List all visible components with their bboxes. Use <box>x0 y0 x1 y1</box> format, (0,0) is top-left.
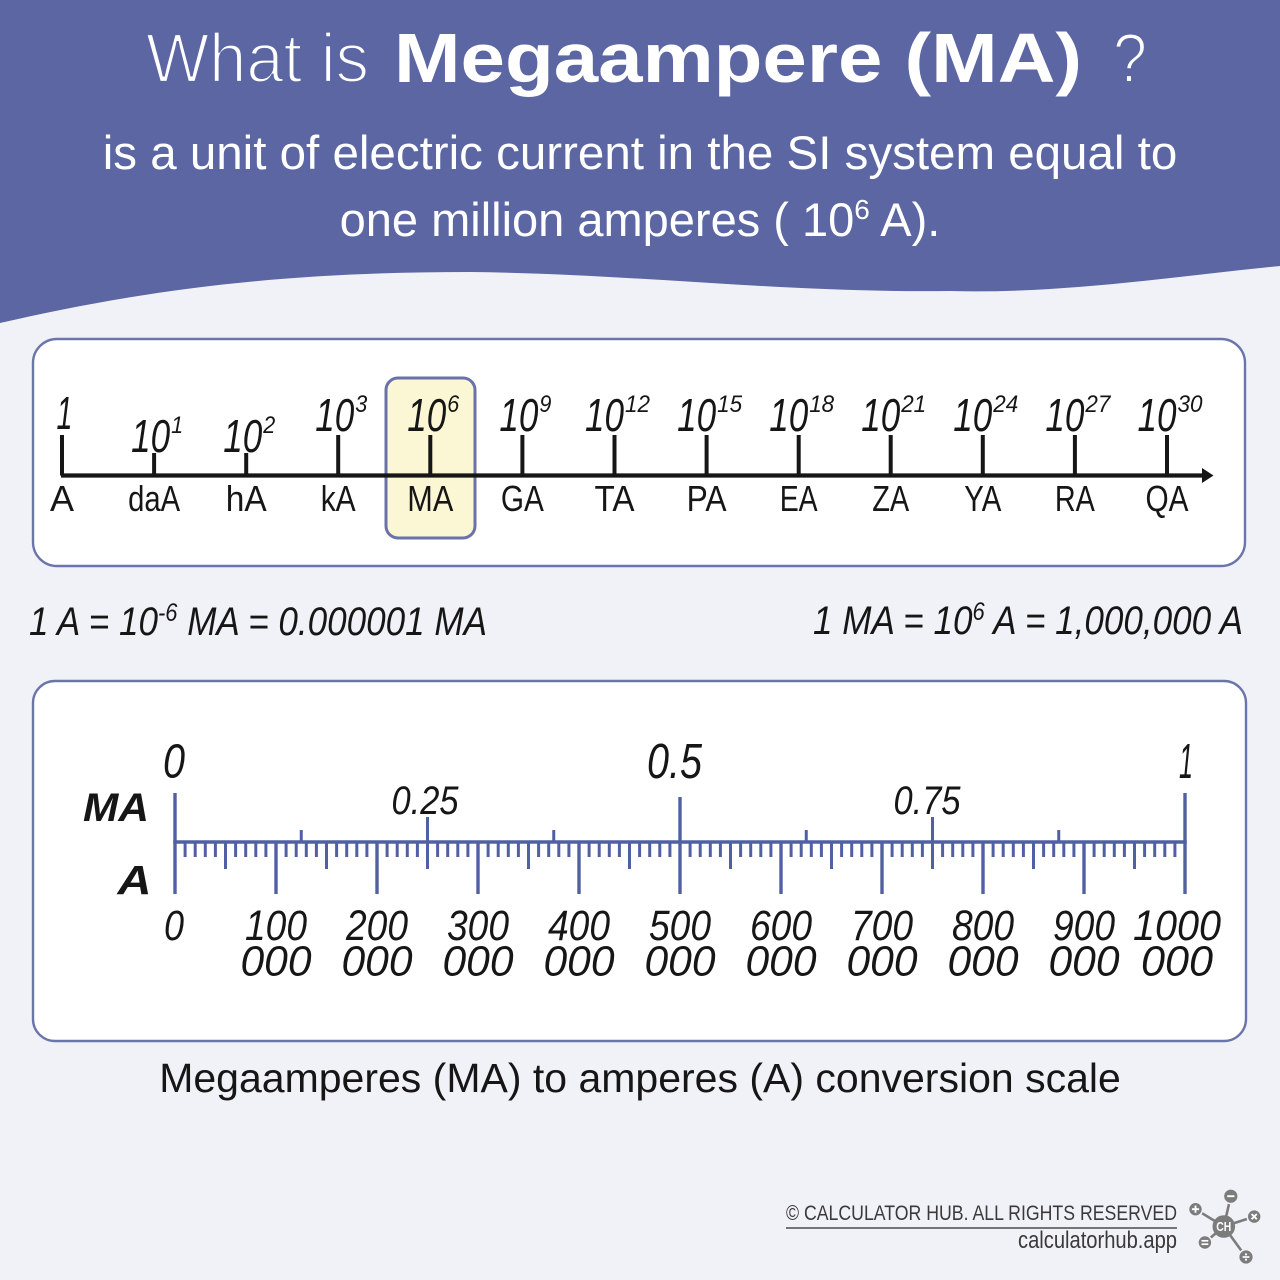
svg-text:one million amperes ( 106 A).: one million amperes ( 106 A). <box>340 193 941 246</box>
svg-text:27: 27 <box>1084 391 1111 418</box>
svg-text:Megaampere (MA): Megaampere (MA) <box>394 19 1082 97</box>
svg-text:400: 400 <box>548 902 610 950</box>
svg-text:0: 0 <box>164 902 184 950</box>
svg-text:RA: RA <box>1055 478 1095 519</box>
svg-text:1: 1 <box>1179 735 1193 789</box>
svg-text:PA: PA <box>687 478 727 519</box>
svg-text:© CALCULATOR HUB. ALL RIGHTS R: © CALCULATOR HUB. ALL RIGHTS RESERVED <box>786 1201 1177 1225</box>
svg-text:1000: 1000 <box>1133 902 1221 950</box>
svg-text:700: 700 <box>851 902 913 950</box>
svg-text:10: 10 <box>585 389 624 441</box>
svg-text:0.25: 0.25 <box>392 779 460 823</box>
svg-text:24: 24 <box>992 391 1018 418</box>
svg-text:10: 10 <box>953 389 992 441</box>
svg-text:000: 000 <box>1141 938 1213 986</box>
svg-text:10: 10 <box>407 389 446 441</box>
svg-text:TA: TA <box>595 478 635 519</box>
svg-text:1 A = 10-6 MA = 0.000001 MA: 1 A = 10-6 MA = 0.000001 MA <box>29 599 487 644</box>
svg-text:000: 000 <box>342 938 413 986</box>
svg-text:calculatorhub.app: calculatorhub.app <box>1018 1227 1177 1254</box>
svg-text:1: 1 <box>171 412 183 439</box>
svg-text:000: 000 <box>948 938 1019 986</box>
svg-text:1 MA = 106 A = 1,000,000 A: 1 MA = 106 A = 1,000,000 A <box>813 598 1243 643</box>
svg-text:10: 10 <box>223 410 262 462</box>
svg-text:1: 1 <box>57 387 73 439</box>
svg-text:500: 500 <box>649 902 711 950</box>
svg-text:MA: MA <box>407 478 453 519</box>
svg-text:12: 12 <box>625 391 650 418</box>
svg-text:000: 000 <box>847 938 918 986</box>
svg-text:000: 000 <box>241 938 312 986</box>
svg-text:100: 100 <box>245 902 307 950</box>
svg-text:0: 0 <box>163 736 185 789</box>
svg-text:10: 10 <box>131 410 170 462</box>
svg-text:A: A <box>50 478 74 519</box>
svg-text:Megaamperes (MA) to amperes (A: Megaamperes (MA) to amperes (A) conversi… <box>159 1055 1121 1101</box>
svg-text:900: 900 <box>1053 902 1115 950</box>
svg-text:200: 200 <box>345 902 408 950</box>
svg-text:CH: CH <box>1216 1219 1231 1234</box>
svg-text:ZA: ZA <box>872 478 909 519</box>
svg-text:YA: YA <box>964 478 1001 519</box>
svg-text:0.5: 0.5 <box>647 735 703 789</box>
svg-text:000: 000 <box>443 938 514 986</box>
svg-text:000: 000 <box>1049 938 1120 986</box>
svg-text:10: 10 <box>1138 389 1177 441</box>
svg-text:2: 2 <box>262 412 275 439</box>
svg-text:300: 300 <box>447 902 509 950</box>
svg-text:000: 000 <box>645 938 716 986</box>
svg-text:30: 30 <box>1178 391 1204 418</box>
svg-text:MA: MA <box>83 786 149 830</box>
svg-text:What is: What is <box>146 19 369 97</box>
svg-text:is a unit of electric current: is a unit of electric current in the SI … <box>103 127 1178 180</box>
svg-text:600: 600 <box>750 902 812 950</box>
svg-text:QA: QA <box>1146 478 1189 519</box>
svg-text:000: 000 <box>746 938 817 986</box>
svg-text:10: 10 <box>499 389 538 441</box>
svg-text:?: ? <box>1113 19 1147 97</box>
svg-text:9: 9 <box>539 391 551 418</box>
svg-text:10: 10 <box>1045 389 1084 441</box>
svg-text:15: 15 <box>717 391 743 418</box>
svg-text:EA: EA <box>780 478 818 519</box>
svg-text:10: 10 <box>677 389 716 441</box>
svg-text:21: 21 <box>900 391 926 418</box>
svg-text:daA: daA <box>128 478 180 519</box>
svg-text:A: A <box>116 857 151 903</box>
svg-text:3: 3 <box>355 391 368 418</box>
svg-text:10: 10 <box>769 389 808 441</box>
svg-text:hA: hA <box>226 478 267 519</box>
svg-text:18: 18 <box>809 391 835 418</box>
svg-text:10: 10 <box>315 389 354 441</box>
svg-text:0.75: 0.75 <box>894 779 962 823</box>
svg-text:kA: kA <box>321 478 356 519</box>
svg-text:800: 800 <box>952 902 1014 950</box>
svg-text:GA: GA <box>501 478 544 519</box>
svg-text:000: 000 <box>544 938 615 986</box>
svg-text:10: 10 <box>861 389 900 441</box>
svg-text:6: 6 <box>447 391 460 418</box>
